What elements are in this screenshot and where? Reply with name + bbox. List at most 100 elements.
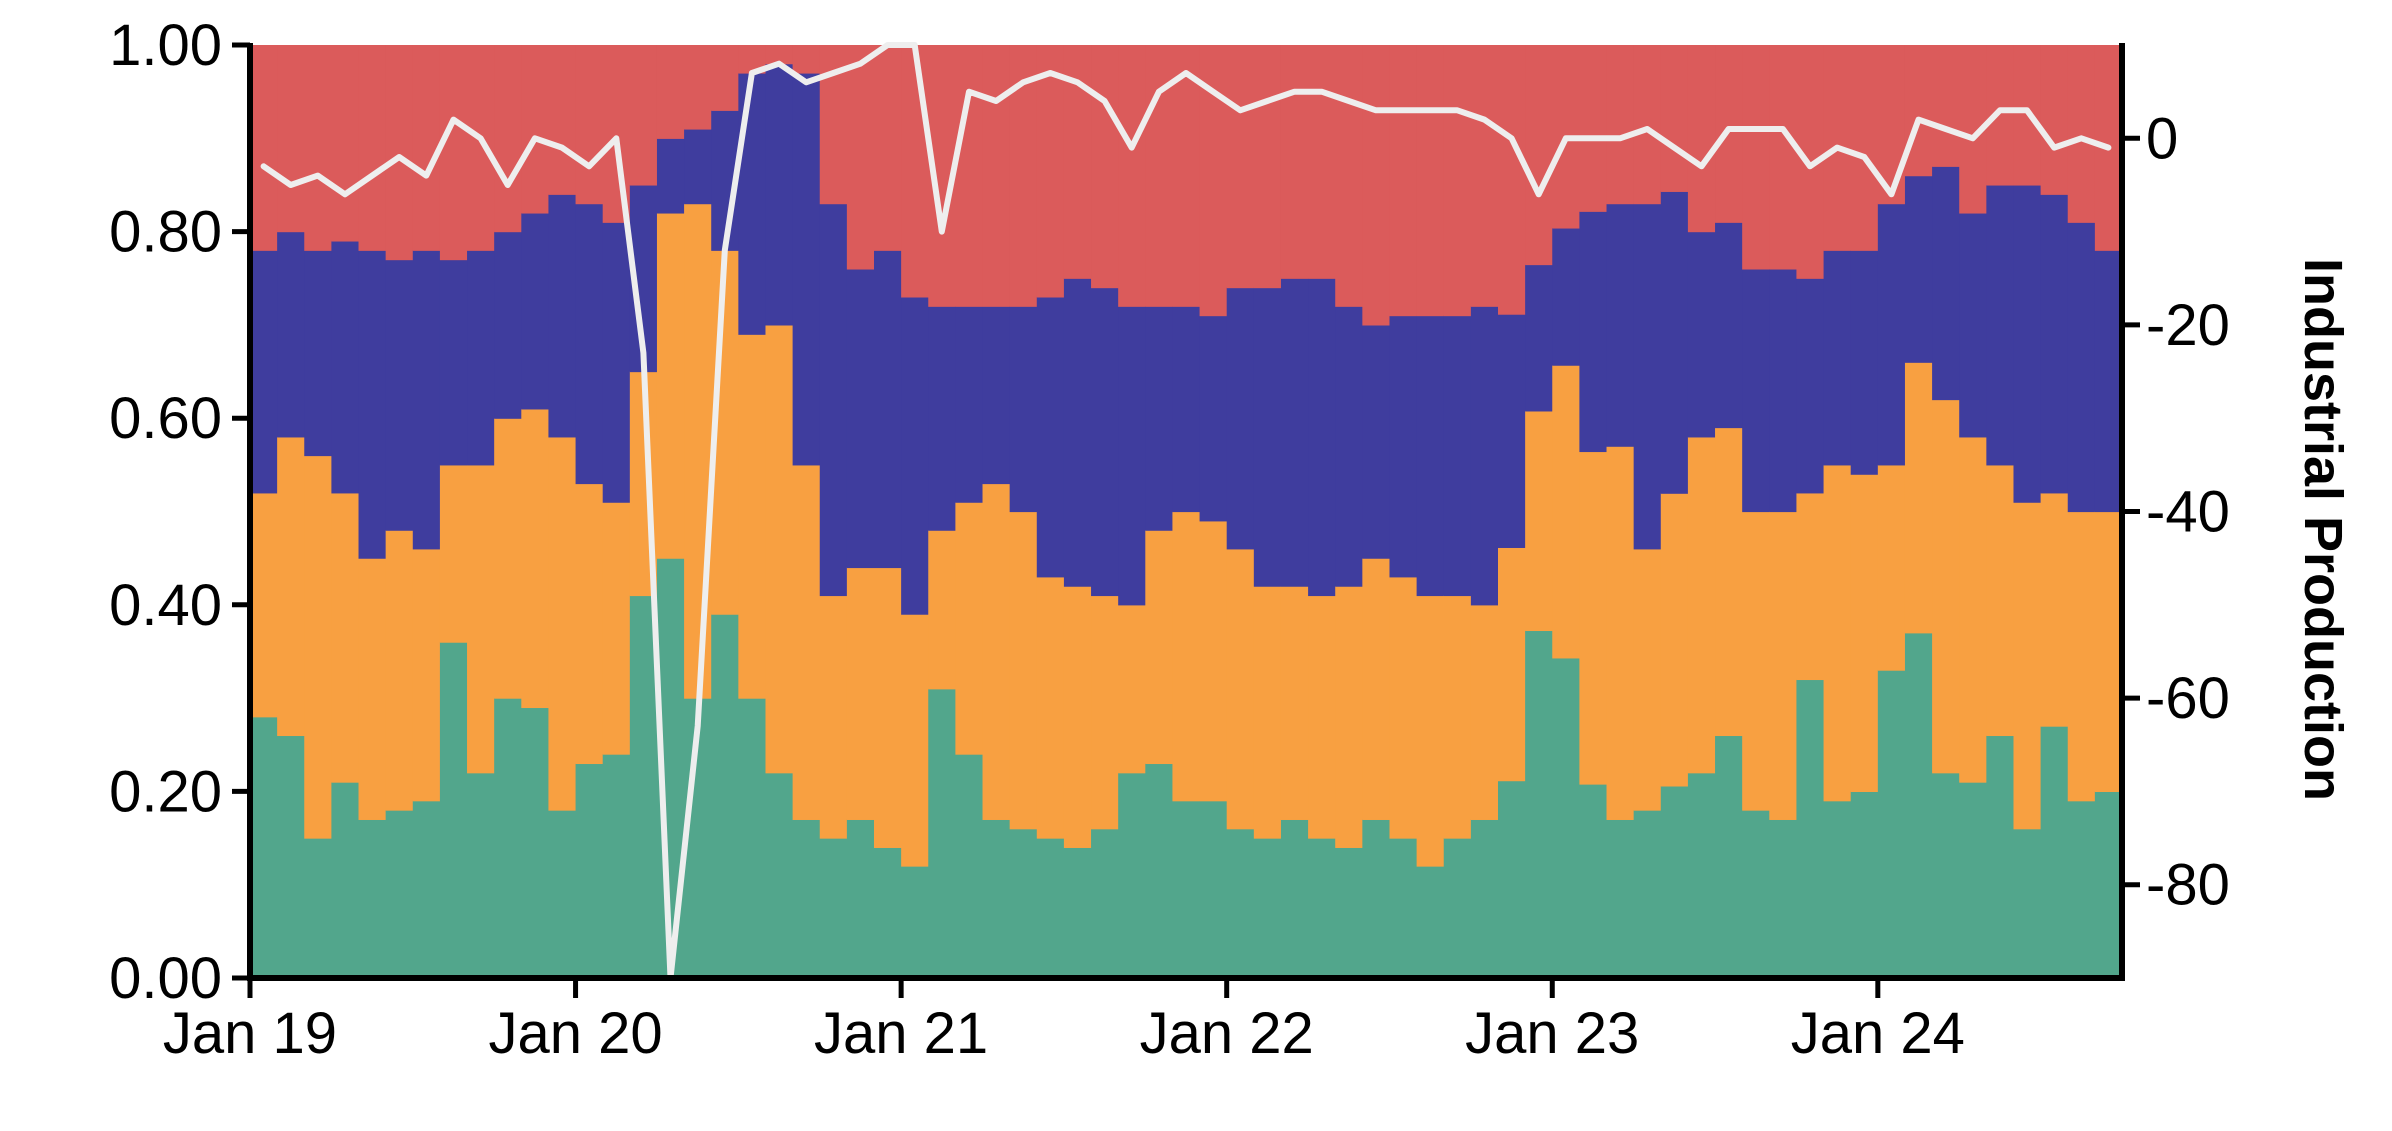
area-segment-s0-m32 xyxy=(1118,772,1146,979)
left-tick-label: 1.00 xyxy=(109,13,222,78)
area-segment-s0-m33 xyxy=(1145,763,1174,979)
area-segment-s1-m50 xyxy=(1606,446,1635,820)
area-segment-s2-m64 xyxy=(1986,184,2015,466)
area-segment-s1-m40 xyxy=(1335,586,1363,848)
left-tick-label: 0.80 xyxy=(109,200,222,265)
area-segment-s1-m28 xyxy=(1009,511,1038,830)
area-segment-s2-m10 xyxy=(521,212,550,410)
area-segment-s2-m26 xyxy=(955,306,984,503)
area-segment-s2-m51 xyxy=(1633,203,1662,550)
area-segment-s2-m44 xyxy=(1443,315,1472,597)
area-segment-s1-m20 xyxy=(792,464,821,820)
area-segment-s3-m17 xyxy=(711,45,739,111)
area-segment-s1-m62 xyxy=(1932,399,1960,774)
area-segment-s1-m18 xyxy=(738,334,767,699)
area-segment-s1-m37 xyxy=(1253,586,1282,839)
area-segment-s0-m57 xyxy=(1796,679,1825,979)
area-segment-s1-m30 xyxy=(1063,586,1092,848)
area-segment-s2-m57 xyxy=(1796,278,1825,494)
area-segment-s3-m5 xyxy=(385,45,414,261)
area-segment-s2-m46 xyxy=(1498,314,1526,548)
area-segment-s0-m65 xyxy=(2013,828,2042,979)
area-segment-s1-m57 xyxy=(1796,492,1825,681)
area-segment-s0-m18 xyxy=(738,698,767,979)
area-segment-s0-m22 xyxy=(846,819,875,979)
area-segment-s0-m42 xyxy=(1389,838,1418,979)
area-segment-s0-m43 xyxy=(1416,866,1445,979)
area-segment-s2-m65 xyxy=(2013,184,2042,503)
area-segment-s3-m9 xyxy=(494,45,522,233)
area-segment-s2-m12 xyxy=(575,203,604,485)
area-segment-s1-m21 xyxy=(819,595,848,839)
x-tick-label: Jan 22 xyxy=(1140,1001,1314,1066)
area-segment-s2-m55 xyxy=(1742,268,1770,513)
area-segment-s3-m19 xyxy=(765,45,794,65)
area-segment-s2-m33 xyxy=(1145,306,1174,531)
area-segment-s0-m31 xyxy=(1091,828,1119,979)
area-segment-s3-m24 xyxy=(901,45,929,298)
area-segment-s3-m8 xyxy=(467,45,495,251)
area-segment-s1-m31 xyxy=(1091,595,1119,830)
area-segment-s0-m3 xyxy=(331,782,360,979)
area-segment-s1-m12 xyxy=(575,483,604,765)
area-segment-s0-m20 xyxy=(792,819,821,979)
x-axis-ticks: Jan 19 Jan 20 Jan 21 Jan 22 Jan 23 Jan 24 xyxy=(163,978,1965,1066)
area-segment-s0-m27 xyxy=(982,819,1011,979)
area-segment-s0-m12 xyxy=(575,763,604,979)
area-segment-s0-m11 xyxy=(548,810,577,979)
area-segment-s2-m40 xyxy=(1335,306,1363,587)
area-segment-s3-m62 xyxy=(1932,45,1960,167)
area-segment-s0-m6 xyxy=(412,800,441,979)
x-tick-label: Jan 20 xyxy=(488,1001,662,1066)
area-segment-s0-m44 xyxy=(1443,838,1472,979)
area-segment-s0-m28 xyxy=(1009,828,1038,979)
area-segment-s0-m58 xyxy=(1823,800,1852,979)
area-segment-s1-m29 xyxy=(1036,576,1065,839)
area-segment-s3-m39 xyxy=(1308,45,1336,279)
area-segment-s0-m4 xyxy=(358,819,387,979)
area-segment-s2-m25 xyxy=(928,306,956,531)
area-segment-s0-m26 xyxy=(955,754,984,979)
area-segment-s2-m24 xyxy=(901,296,929,615)
area-segment-s1-m26 xyxy=(955,502,984,755)
area-segment-s2-m32 xyxy=(1118,306,1146,606)
area-segment-s2-m30 xyxy=(1063,278,1092,587)
area-segment-s2-m49 xyxy=(1579,211,1608,453)
area-segment-s3-m36 xyxy=(1226,45,1255,289)
area-segment-s2-m47 xyxy=(1525,264,1553,412)
x-tick-label: Jan 19 xyxy=(163,1001,337,1066)
area-segment-s1-m3 xyxy=(331,492,360,783)
area-segment-s0-m49 xyxy=(1579,784,1608,979)
area-segment-s3-m11 xyxy=(548,45,577,195)
area-segment-s2-m8 xyxy=(467,250,495,466)
area-segment-s1-m10 xyxy=(521,408,550,709)
area-segment-s2-m37 xyxy=(1253,287,1282,587)
area-segment-s2-m0 xyxy=(250,250,278,494)
area-segment-s2-m50 xyxy=(1606,203,1635,447)
area-segment-s2-m9 xyxy=(494,231,522,419)
right-tick-label: -80 xyxy=(2146,853,2230,918)
area-segment-s2-m19 xyxy=(765,63,794,326)
right-tick-label: -40 xyxy=(2146,480,2230,545)
area-segment-s2-m21 xyxy=(819,203,848,597)
area-segment-s1-m60 xyxy=(1877,464,1906,671)
area-segment-s2-m16 xyxy=(684,128,712,205)
area-segment-s0-m53 xyxy=(1687,772,1716,979)
area-segment-s3-m41 xyxy=(1362,45,1391,326)
area-segment-s2-m43 xyxy=(1416,315,1445,597)
area-segment-s3-m3 xyxy=(331,45,360,242)
area-segment-s0-m14 xyxy=(629,595,658,979)
area-segment-s1-m32 xyxy=(1118,604,1146,774)
area-segment-s1-m8 xyxy=(467,464,495,774)
left-tick-label: 0.60 xyxy=(109,386,222,451)
area-segment-s0-m21 xyxy=(819,838,848,979)
area-segment-s3-m6 xyxy=(412,45,441,251)
area-segment-s1-m63 xyxy=(1959,436,1987,783)
area-segment-s0-m35 xyxy=(1199,800,1228,979)
area-segment-s0-m24 xyxy=(901,866,929,979)
area-segment-s1-m41 xyxy=(1362,558,1391,820)
area-segment-s1-m5 xyxy=(385,530,414,811)
area-segment-s1-m35 xyxy=(1199,520,1228,802)
area-segment-s2-m3 xyxy=(331,240,360,494)
area-segment-s3-m53 xyxy=(1687,45,1716,233)
